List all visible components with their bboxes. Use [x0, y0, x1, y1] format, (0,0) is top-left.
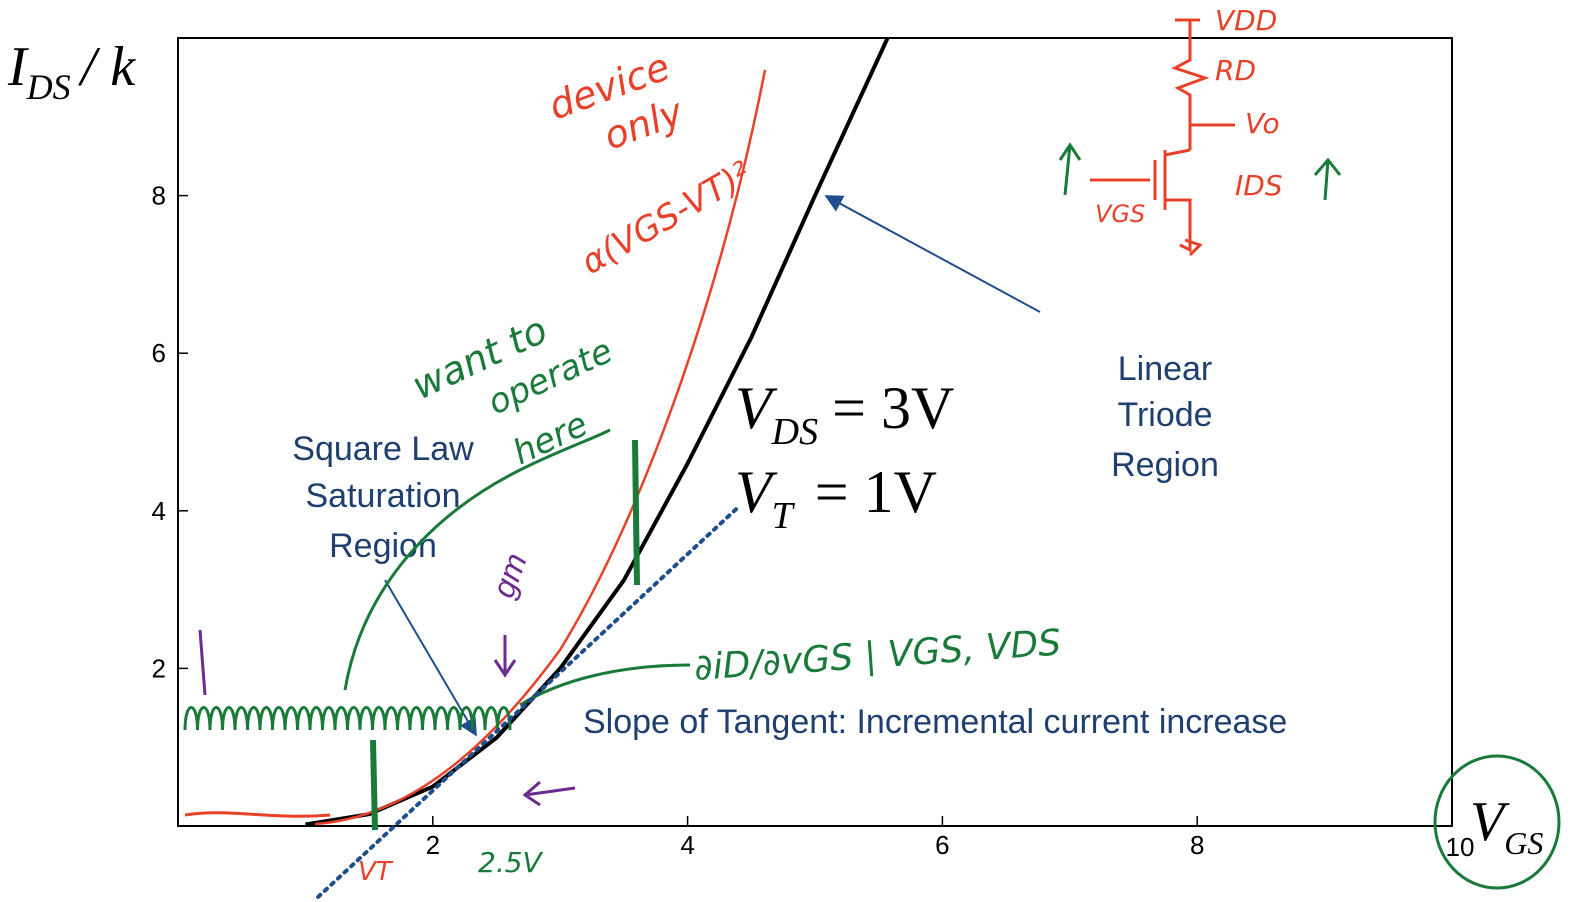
cond-sub: T — [772, 495, 796, 537]
circle-mark — [1433, 754, 1561, 890]
plot-frame — [177, 37, 1453, 827]
sketch — [184, 811, 331, 818]
annotation: Region — [329, 527, 437, 565]
y-label-sub: DS — [26, 67, 71, 107]
annotation: Linear — [1118, 350, 1213, 388]
cond-symbol: V — [735, 375, 778, 441]
y-tick-label: 8 — [152, 181, 166, 211]
handwritten: IDS — [1235, 169, 1283, 202]
x-tick-label: 8 — [1190, 830, 1204, 860]
triode-label: Linear Triode Region — [1111, 350, 1219, 484]
handwritten: VDD — [1215, 4, 1277, 37]
arrow-sketch — [1058, 142, 1342, 201]
handwritten: gm — [485, 548, 534, 602]
cond-symbol: V — [735, 459, 778, 525]
axes: 2 4 6 8 10 2 4 6 8 — [152, 181, 1475, 862]
cond-value: = 1V — [815, 459, 937, 525]
x-label: VGS — [1470, 791, 1543, 861]
square-law-sketch — [314, 69, 767, 826]
annotation: Square Law — [292, 430, 474, 468]
y-label: IDS / k — [7, 36, 136, 107]
squiggle — [183, 706, 512, 731]
saturation-label: Square Law Saturation Region — [292, 430, 474, 565]
y-label-symbol: I — [7, 36, 29, 98]
x-tick-label: 10 — [1446, 832, 1475, 862]
handwritten: VGS — [1095, 200, 1145, 228]
cond-sub: DS — [771, 411, 818, 453]
annotation: Triode — [1117, 396, 1212, 434]
condition: VT = 1V — [735, 459, 937, 537]
circuit-sketch — [1090, 18, 1235, 257]
handwritten: Vo — [1245, 107, 1280, 140]
cond-value: = 3V — [832, 375, 954, 441]
y-tick-label: 2 — [152, 653, 166, 683]
x-tick-label: 2 — [426, 830, 440, 860]
annotation: Saturation — [306, 477, 461, 515]
handwritten: ∂iD/∂vGS | VGS, VDS — [693, 622, 1063, 689]
arrow — [824, 195, 1041, 313]
handwritten: VT — [358, 857, 394, 887]
x-tick-label: 6 — [935, 830, 949, 860]
handwritten: 2.5V — [478, 846, 544, 879]
x-label-sub: GS — [1504, 825, 1543, 861]
condition: VDS = 3V — [735, 375, 954, 453]
x-label-symbol: V — [1470, 791, 1510, 853]
handwritten: RD — [1215, 54, 1256, 87]
sketch — [370, 439, 640, 831]
arrow — [384, 579, 477, 737]
y-label-suffix: / k — [78, 36, 137, 98]
handwritten: here — [507, 404, 594, 473]
x-tick-label: 4 — [680, 830, 694, 860]
annotation: Region — [1111, 446, 1219, 484]
y-tick-label: 4 — [152, 496, 166, 526]
arrow-sketch — [198, 629, 576, 807]
y-tick-label: 6 — [152, 338, 166, 368]
tangent-line — [316, 504, 741, 899]
annotation: Slope of Tangent: Incremental current in… — [583, 703, 1287, 741]
sketch — [343, 428, 611, 691]
